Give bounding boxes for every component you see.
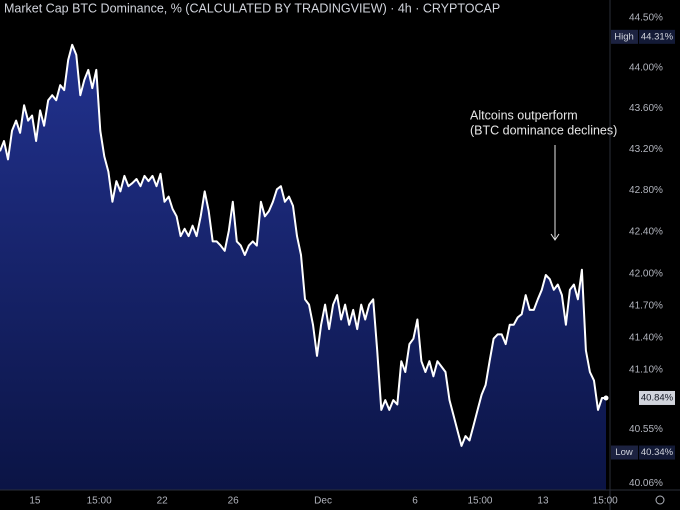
price-label-value-box	[639, 29, 675, 44]
price-label-name: High	[614, 31, 634, 42]
chart-title: Market Cap BTC Dominance, % (CALCULATED …	[4, 1, 500, 15]
y-tick-label: 43.60%	[629, 103, 663, 114]
price-line	[0, 43, 606, 447]
plot-area	[0, 43, 609, 491]
x-tick-label: Dec	[314, 496, 332, 507]
y-tick-label: 43.20%	[629, 144, 663, 155]
y-tick-label: 41.70%	[629, 300, 663, 311]
annotation: Altcoins outperform	[470, 108, 578, 122]
y-tick-label: 41.10%	[629, 365, 663, 376]
annotation: (BTC dominance declines)	[470, 123, 617, 137]
area-fill	[0, 44, 606, 491]
x-tick-label: 15:00	[87, 496, 112, 507]
y-tick-label: 42.00%	[629, 269, 663, 280]
x-tick-label: 13	[537, 496, 549, 507]
last-price-box	[639, 390, 675, 405]
y-tick-label: 42.40%	[629, 227, 663, 238]
y-tick-label: 40.06%	[629, 478, 663, 489]
price-label-value-box	[639, 445, 675, 460]
y-tick-label: 44.50%	[629, 13, 663, 24]
last-price-label: 40.84%	[641, 392, 674, 403]
x-tick-label: 15:00	[593, 496, 618, 507]
price-label-value: 40.34%	[641, 447, 674, 458]
x-tick-label: 15	[29, 496, 41, 507]
y-tick-label: 41.40%	[629, 332, 663, 343]
price-label-name-box	[611, 29, 638, 44]
price-label-value: 44.31%	[641, 31, 674, 42]
price-label-name-box	[611, 445, 638, 460]
y-tick-label: 42.80%	[629, 185, 663, 196]
y-tick-label: 40.55%	[629, 424, 663, 435]
x-tick-label: 15:00	[467, 496, 492, 507]
y-tick-label: 44.00%	[629, 63, 663, 74]
annotation-arrowhead	[550, 233, 560, 241]
x-tick-label: 6	[412, 496, 418, 507]
settings-icon[interactable]	[655, 495, 665, 505]
last-point	[603, 395, 609, 401]
x-tick-label: 22	[157, 496, 169, 507]
price-label-name: Low	[615, 447, 633, 458]
x-tick-label: 26	[228, 496, 240, 507]
